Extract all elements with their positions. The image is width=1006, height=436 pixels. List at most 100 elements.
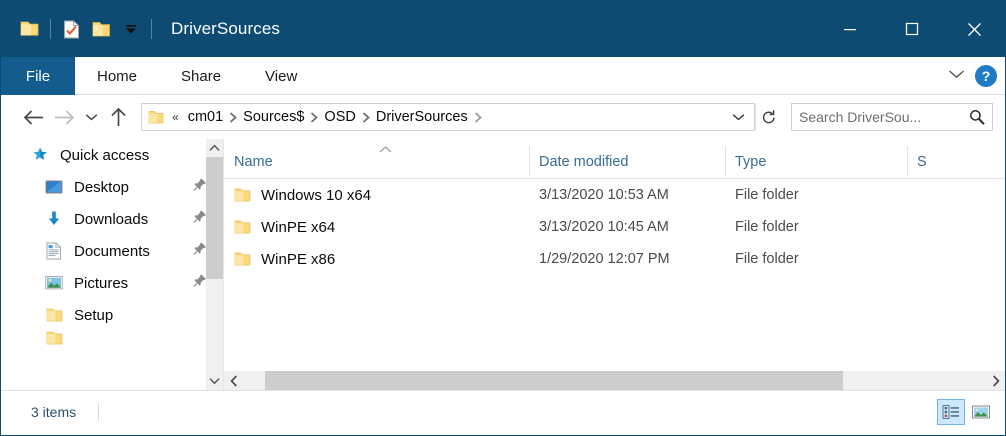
details-view-button[interactable]	[937, 399, 965, 425]
table-row[interactable]: WinPE x86 1/29/2020 12:07 PM File folder	[224, 243, 1005, 275]
folder-icon-partial	[43, 331, 65, 345]
forward-button[interactable]	[49, 102, 79, 132]
ribbon-tab-bar: File Home Share View ?	[1, 57, 1005, 95]
chevron-up-icon[interactable]	[206, 139, 223, 157]
file-name: WinPE x64	[261, 218, 336, 236]
chevron-right-icon-1[interactable]	[228, 111, 238, 123]
file-type: File folder	[735, 187, 799, 203]
star-icon	[29, 145, 51, 165]
tab-view[interactable]: View	[265, 67, 298, 85]
sidebar-item-downloads[interactable]: Downloads	[1, 203, 223, 235]
chevron-right-icon[interactable]	[986, 371, 1005, 390]
horizontal-scroll-track[interactable]	[243, 371, 986, 390]
sidebar-scroll-track[interactable]	[206, 157, 223, 372]
tab-share[interactable]: Share	[181, 67, 222, 85]
file-name: WinPE x86	[261, 250, 336, 268]
search-placeholder: Search DriverSou...	[799, 109, 922, 125]
new-folder-icon[interactable]	[86, 14, 116, 44]
sidebar-item-partial[interactable]	[1, 331, 223, 345]
column-label: S	[917, 154, 927, 170]
title-bar: DriverSources	[1, 1, 1005, 57]
sidebar-item-quick-access[interactable]: Quick access	[1, 139, 223, 171]
sort-ascending-icon	[379, 141, 392, 157]
search-icon[interactable]	[969, 109, 985, 125]
desktop-icon	[43, 177, 65, 197]
pin-icon[interactable]	[193, 274, 207, 293]
sidebar-item-label: Documents	[74, 242, 150, 260]
chevron-right-icon-4[interactable]	[473, 111, 483, 123]
chevron-right-icon-3[interactable]	[361, 111, 371, 123]
file-date: 3/13/2020 10:53 AM	[539, 187, 669, 203]
breadcrumb-osd[interactable]: OSD	[324, 109, 356, 125]
column-label: Name	[234, 154, 273, 170]
view-toggle-group	[937, 399, 995, 425]
file-date: 1/29/2020 12:07 PM	[539, 251, 670, 267]
toolbar-separator-2	[151, 19, 152, 39]
address-folder-icon	[148, 110, 164, 125]
pin-icon[interactable]	[193, 242, 207, 261]
chevron-right-icon-2[interactable]	[309, 111, 319, 123]
search-input[interactable]: Search DriverSou...	[791, 103, 993, 131]
back-button[interactable]	[19, 102, 49, 132]
tab-home[interactable]: Home	[97, 67, 138, 85]
maximize-icon[interactable]	[881, 1, 943, 57]
folder-icon	[234, 219, 251, 235]
chevron-down-icon[interactable]	[206, 372, 223, 390]
column-label: Date modified	[539, 154, 629, 170]
sidebar-item-label: Downloads	[74, 210, 149, 228]
explorer-body: Quick access Desktop	[1, 139, 1005, 390]
sidebar-item-documents[interactable]: Documents	[1, 235, 223, 267]
column-label: Type	[735, 154, 767, 170]
close-icon[interactable]	[943, 1, 1005, 57]
sidebar-item-label: Setup	[74, 306, 114, 324]
breadcrumb-sources[interactable]: Sources$	[243, 109, 305, 125]
folder-icon	[234, 187, 251, 203]
pin-icon[interactable]	[193, 178, 207, 197]
address-overflow[interactable]: «	[172, 110, 179, 124]
sidebar-scrollbar[interactable]	[206, 139, 223, 390]
sidebar-scroll-thumb[interactable]	[206, 157, 223, 279]
tab-file[interactable]: File	[1, 57, 75, 95]
large-icons-view-button[interactable]	[967, 399, 995, 425]
ribbon-right-controls: ?	[948, 57, 997, 95]
folder-icon	[234, 251, 251, 267]
quick-access-toolbar	[1, 14, 157, 44]
minimize-icon[interactable]	[819, 1, 881, 57]
file-name-cell: WinPE x86	[224, 251, 529, 268]
status-bar: 3 items	[1, 390, 1005, 433]
downloads-icon	[43, 209, 65, 229]
file-name-cell: WinPE x64	[224, 219, 529, 236]
breadcrumb-driversources[interactable]: DriverSources	[375, 109, 468, 125]
table-row[interactable]: Windows 10 x64 3/13/2020 10:53 AM File f…	[224, 179, 1005, 211]
recent-locations-button[interactable]	[79, 102, 103, 132]
customize-dropdown-icon[interactable]	[116, 14, 146, 44]
sidebar-item-pictures[interactable]: Pictures	[1, 267, 223, 299]
address-toolbar: « cm01 Sources$ OSD DriverSources	[1, 95, 1005, 139]
refresh-button[interactable]	[755, 104, 781, 130]
horizontal-scrollbar[interactable]	[224, 371, 1005, 390]
chevron-down-icon[interactable]	[948, 67, 965, 85]
horizontal-scroll-thumb[interactable]	[265, 371, 843, 390]
column-header-size[interactable]: S	[907, 139, 967, 178]
pin-icon[interactable]	[193, 210, 207, 229]
address-bar[interactable]: « cm01 Sources$ OSD DriverSources	[141, 103, 755, 131]
column-header-name[interactable]: Name	[224, 139, 529, 178]
table-row[interactable]: WinPE x64 3/13/2020 10:45 AM File folder	[224, 211, 1005, 243]
sidebar-item-desktop[interactable]: Desktop	[1, 171, 223, 203]
sidebar-item-setup[interactable]: Setup	[1, 299, 223, 331]
file-type: File folder	[735, 251, 799, 267]
column-header-type[interactable]: Type	[725, 139, 907, 178]
breadcrumb-cm01[interactable]: cm01	[187, 109, 224, 125]
chevron-left-icon[interactable]	[224, 371, 243, 390]
properties-checkmark-icon[interactable]	[56, 14, 86, 44]
column-header-date-modified[interactable]: Date modified	[529, 139, 725, 178]
address-dropdown-icon[interactable]	[723, 113, 754, 122]
documents-icon	[43, 241, 65, 261]
column-headers: Name Date modified Type S	[224, 139, 1005, 179]
sidebar-item-label: Quick access	[60, 146, 150, 164]
folder-icon[interactable]	[15, 14, 45, 44]
help-button[interactable]: ?	[975, 65, 997, 87]
file-type: File folder	[735, 219, 799, 235]
up-button[interactable]	[103, 102, 133, 132]
pictures-icon	[43, 273, 65, 293]
